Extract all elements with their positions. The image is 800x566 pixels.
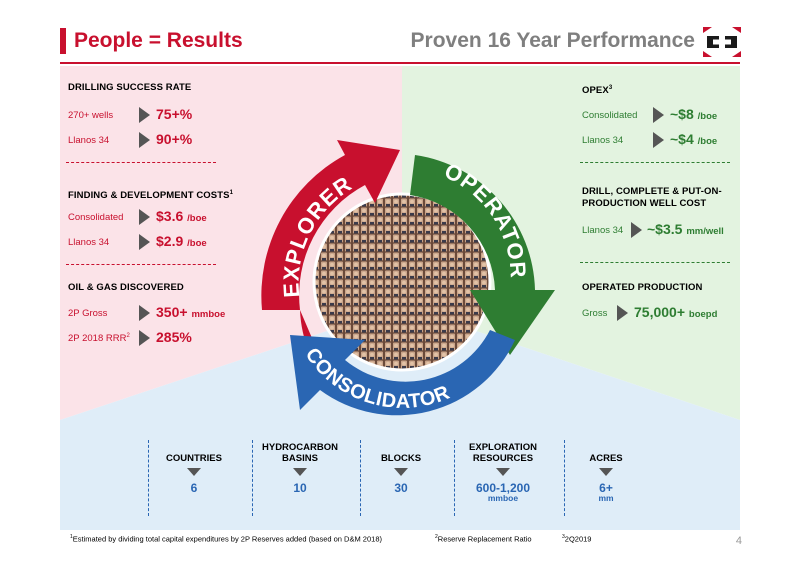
consolidator-arrow bbox=[290, 330, 515, 416]
triangle-right-icon bbox=[139, 107, 150, 123]
stat-title: HYDROCARBON BASINS bbox=[262, 442, 338, 464]
drilling-row-label: 270+ wells bbox=[68, 110, 114, 121]
triangle-down-icon bbox=[293, 468, 307, 476]
triangle-down-icon bbox=[187, 468, 201, 476]
title-accent-bar bbox=[60, 28, 66, 54]
production-row-label: Gross bbox=[582, 308, 608, 319]
consolidator-background bbox=[60, 306, 740, 530]
page-subtitle: Proven 16 Year Performance bbox=[410, 29, 695, 52]
drill-row-value: ~$3.5 mm/well bbox=[647, 221, 724, 237]
triangle-down-icon bbox=[394, 468, 408, 476]
operated-production-title: OPERATED PRODUCTION bbox=[582, 282, 703, 293]
opex-row-label: Consolidated bbox=[582, 110, 638, 121]
section-divider bbox=[580, 262, 730, 263]
opex-title: OPEX3 bbox=[582, 85, 613, 97]
footnote-2: 2Reserve Replacement Ratio bbox=[435, 534, 532, 544]
section-divider bbox=[66, 264, 216, 265]
triangle-right-icon bbox=[653, 107, 664, 123]
stat-title: EXPLORATION RESOURCES bbox=[469, 442, 537, 464]
header-divider bbox=[60, 62, 740, 64]
stat-unit: mm bbox=[598, 493, 614, 503]
triangle-right-icon bbox=[653, 132, 664, 148]
drilling-row-value: 90+% bbox=[156, 131, 193, 147]
oil-row-label: 2P 2018 RRR2 bbox=[68, 333, 130, 345]
opex-row-value: ~$4 /boe bbox=[670, 131, 718, 147]
stat-unit: mmboe bbox=[487, 493, 519, 503]
stat-countries: COUNTRIES 6 bbox=[150, 440, 238, 516]
stat-value: 600-1,200 bbox=[475, 481, 531, 495]
stat-value: 30 bbox=[394, 481, 408, 495]
fd-row-label: Consolidated bbox=[68, 212, 124, 223]
fd-row-value: $2.9 /boe bbox=[156, 233, 207, 249]
stat-blocks: BLOCKS 30 bbox=[362, 440, 440, 516]
drilling-row-label: Llanos 34 bbox=[68, 135, 110, 146]
stat-title: COUNTRIES bbox=[166, 453, 222, 464]
explorer-arrow bbox=[261, 140, 400, 392]
opex-row-label: Llanos 34 bbox=[582, 135, 624, 146]
page-title: People = Results bbox=[74, 29, 243, 52]
stat-resources: EXPLORATION RESOURCES 600-1,200 mmboe bbox=[456, 440, 550, 516]
stat-divider bbox=[252, 440, 253, 516]
stat-value: 10 bbox=[293, 481, 307, 495]
stat-title: BLOCKS bbox=[380, 453, 422, 464]
section-divider bbox=[580, 162, 730, 163]
opex-row-value: ~$8 /boe bbox=[670, 106, 718, 122]
section-divider bbox=[66, 162, 216, 163]
triangle-right-icon bbox=[139, 132, 150, 148]
stat-value: 6 bbox=[190, 481, 198, 495]
triangle-right-icon bbox=[139, 305, 150, 321]
stat-divider bbox=[148, 440, 149, 516]
stat-value: 6+ bbox=[599, 481, 613, 495]
footnote-3: 32Q2019 bbox=[562, 534, 592, 544]
oil-gas-title: OIL & GAS DISCOVERED bbox=[68, 282, 184, 293]
triangle-down-icon bbox=[599, 468, 613, 476]
stat-divider bbox=[454, 440, 455, 516]
page-number: 4 bbox=[735, 535, 742, 547]
drilling-row-value: 75+% bbox=[156, 106, 193, 122]
oil-row-value: 285% bbox=[156, 329, 192, 345]
stat-divider bbox=[360, 440, 361, 516]
triangle-down-icon bbox=[496, 468, 510, 476]
drill-cost-title: DRILL, COMPLETE & PUT-ON- PRODUCTION WELL… bbox=[582, 186, 722, 209]
stat-basins: HYDROCARBON BASINS 10 bbox=[254, 440, 346, 516]
operator-background bbox=[402, 66, 740, 420]
stat-acres: ACRES 6+ mm bbox=[566, 440, 646, 516]
oil-row-value: 350+ mmboe bbox=[156, 304, 226, 320]
fd-costs-title: FINDING & DEVELOPMENT COSTS1 bbox=[68, 190, 234, 202]
stat-title: ACRES bbox=[589, 453, 623, 464]
stat-divider bbox=[564, 440, 565, 516]
triangle-right-icon bbox=[631, 222, 642, 238]
drill-row-label: Llanos 34 bbox=[582, 225, 624, 236]
triangle-right-icon bbox=[139, 234, 150, 250]
triangle-right-icon bbox=[139, 330, 150, 346]
production-row-value: 75,000+ boepd bbox=[634, 304, 718, 320]
team-photo-collage bbox=[314, 194, 490, 370]
oil-row-label: 2P Gross bbox=[68, 308, 108, 319]
fd-row-value: $3.6 /boe bbox=[156, 208, 207, 224]
triangle-right-icon bbox=[139, 209, 150, 225]
operator-arrow bbox=[410, 155, 555, 355]
triangle-right-icon bbox=[617, 305, 628, 321]
footnote-1: 1Estimated by dividing total capital exp… bbox=[70, 534, 382, 544]
company-logo-icon bbox=[703, 27, 741, 57]
fd-row-label: Llanos 34 bbox=[68, 237, 110, 248]
drilling-success-title: DRILLING SUCCESS RATE bbox=[68, 82, 192, 93]
